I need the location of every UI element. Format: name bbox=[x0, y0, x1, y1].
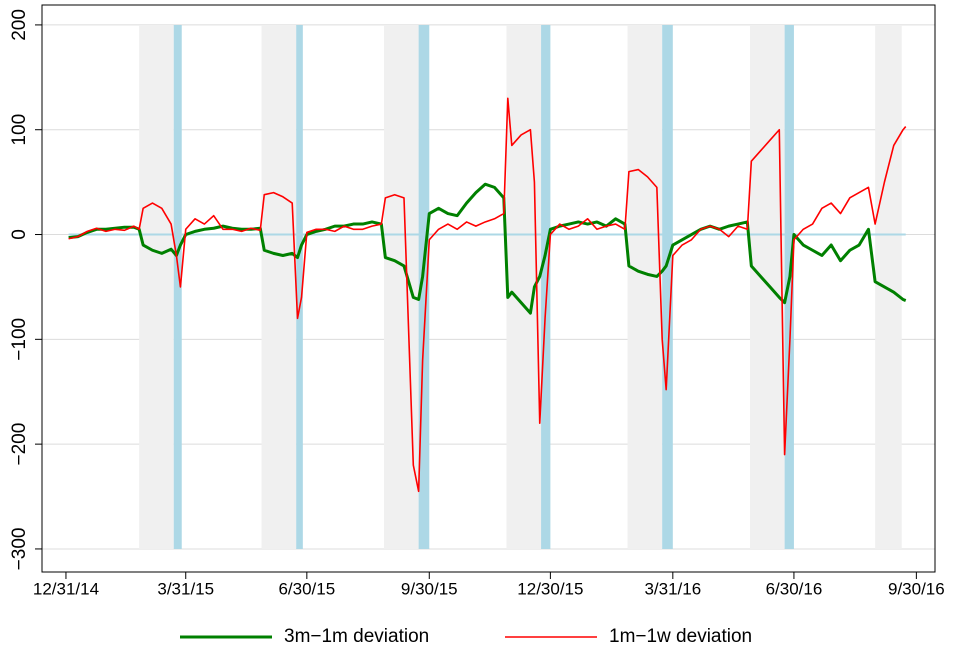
shaded-region bbox=[750, 25, 785, 549]
x-tick-label: 12/30/15 bbox=[517, 579, 583, 598]
shaded-region bbox=[875, 25, 902, 549]
plot-frame bbox=[41, 4, 936, 573]
data-line bbox=[68, 182, 907, 315]
x-tick-label: 6/30/15 bbox=[278, 579, 335, 598]
x-tick-label: 6/30/16 bbox=[766, 579, 823, 598]
data-line bbox=[68, 97, 907, 493]
legend-label: 1m−1w deviation bbox=[609, 626, 752, 647]
x-tick-label: 9/30/16 bbox=[888, 579, 945, 598]
shaded-region bbox=[418, 25, 430, 549]
y-tick-label: −300 bbox=[9, 528, 30, 571]
shaded-region bbox=[261, 25, 297, 549]
shaded-region bbox=[384, 25, 419, 549]
y-tick-label: −100 bbox=[9, 318, 30, 361]
x-tick-label: 12/31/14 bbox=[33, 579, 99, 598]
shaded-region bbox=[296, 25, 303, 549]
shaded-region bbox=[173, 25, 182, 549]
y-tick-label: −200 bbox=[9, 423, 30, 466]
shaded-region bbox=[627, 25, 663, 549]
shaded-region bbox=[662, 25, 673, 549]
y-tick-label: 200 bbox=[9, 9, 30, 41]
x-tick-label: 3/31/16 bbox=[644, 579, 701, 598]
legend-label: 3m−1m deviation bbox=[284, 626, 429, 647]
x-tick-label: 3/31/15 bbox=[157, 579, 214, 598]
shaded-region bbox=[541, 25, 551, 549]
y-tick-label: 0 bbox=[9, 229, 30, 240]
x-tick-label: 9/30/15 bbox=[401, 579, 458, 598]
y-tick-label: 100 bbox=[9, 114, 30, 146]
shaded-region bbox=[139, 25, 174, 549]
